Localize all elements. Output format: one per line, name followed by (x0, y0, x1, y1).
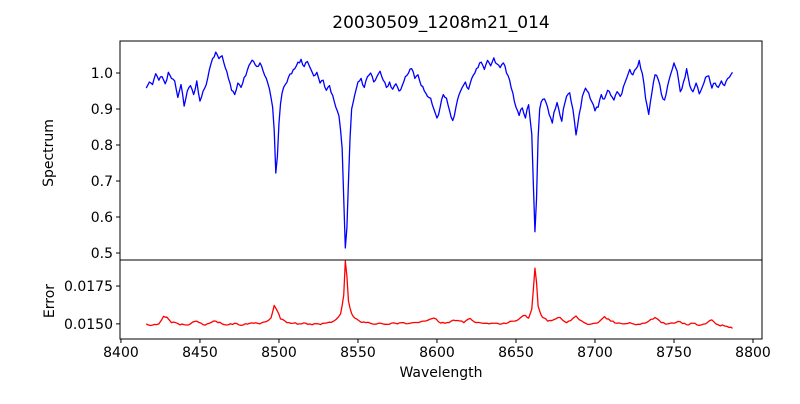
x-tick-label: 8600 (419, 345, 455, 361)
error-line (145, 260, 733, 329)
error-panel-border (119, 259, 763, 340)
x-tick-label: 8750 (656, 345, 692, 361)
y-tick-label: 1.0 (91, 66, 113, 82)
plot-title: 20030509_1208m21_014 (332, 13, 549, 33)
y-tick-label: 0.6 (91, 210, 113, 226)
y-tick-label: 0.9 (91, 102, 113, 118)
y-tick-label: 0.8 (91, 138, 113, 154)
x-tick-label: 8400 (103, 345, 139, 361)
spectrum-y-axis-label: Spectrum (41, 119, 57, 187)
x-tick-label: 8550 (340, 345, 376, 361)
wavelength-x-axis-label: Wavelength (399, 365, 482, 381)
x-tick-label: 8450 (182, 345, 218, 361)
x-tick-label: 8700 (577, 345, 613, 361)
y-tick-label: 0.0150 (64, 317, 113, 333)
error-panel: 0.0150 0.0175 8400 8450 8500 8550 8600 8650 8700… (64, 259, 771, 361)
error-y-axis-label: Error (42, 284, 58, 318)
x-tick-label: 8800 (735, 345, 771, 361)
x-tick-label: 8500 (261, 345, 297, 361)
y-tick-label: 0.5 (91, 246, 113, 262)
y-tick-label: 0.7 (91, 174, 113, 190)
y-tick-label: 0.0175 (64, 279, 113, 295)
spectrum-line (145, 51, 734, 249)
x-tick-label: 8650 (498, 345, 534, 361)
